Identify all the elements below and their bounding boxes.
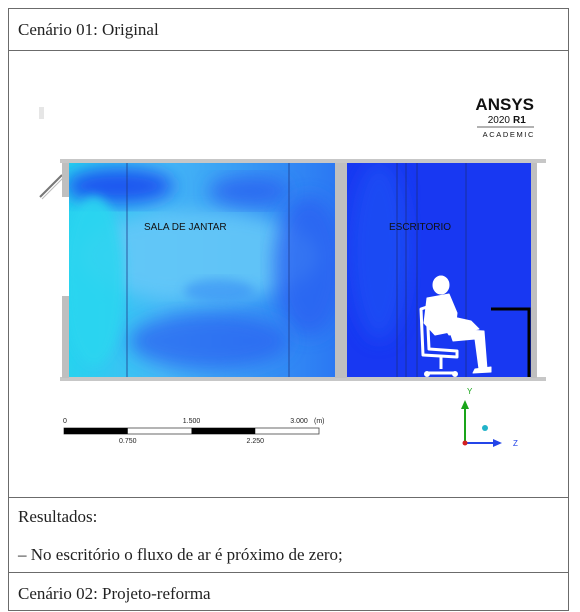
walls bbox=[60, 159, 546, 381]
ansys-version-release: R1 bbox=[513, 115, 526, 126]
scale-tick-2250: 2.250 bbox=[246, 438, 264, 445]
scale-tick-0: 0 bbox=[63, 418, 67, 425]
image-artifact bbox=[39, 107, 44, 119]
document-table: Cenário 01: Original ANSYS 2020 R bbox=[8, 8, 569, 611]
scenario-2-header: Cenário 02: Projeto-reforma bbox=[9, 573, 568, 611]
room-label-office: ESCRITORIO bbox=[389, 222, 451, 233]
scenario-1-title: Cenário 01: Original bbox=[18, 20, 159, 39]
scenario-1-header: Cenário 01: Original bbox=[9, 9, 568, 51]
scale-unit: (m) bbox=[314, 418, 325, 425]
ansys-version-year: 2020 bbox=[488, 115, 511, 126]
door-swing bbox=[39, 174, 63, 198]
scenario-2-title: Cenário 02: Projeto-reforma bbox=[18, 584, 211, 603]
scale-tick-0750: 0.750 bbox=[119, 438, 137, 445]
axis-label-z: Z bbox=[513, 439, 518, 448]
scale-tick-3000: 3.000 bbox=[290, 418, 308, 425]
cfd-velocity-contour: ANSYS 2020 R1 ACADEMIC bbox=[39, 95, 546, 448]
axis-triad: Y Z bbox=[461, 387, 518, 448]
room-label-dining: SALA DE JANTAR bbox=[144, 222, 227, 233]
dining-room-contour: SALA DE JANTAR bbox=[69, 163, 335, 378]
results-item-1: – No escritório o fluxo de ar é próximo … bbox=[18, 545, 343, 564]
results-heading: Resultados: bbox=[18, 507, 98, 526]
scale-bar: 0 1.500 3.000 (m) 0.750 2.250 bbox=[63, 418, 325, 445]
results-heading-row: Resultados: bbox=[9, 498, 568, 534]
ansys-logo: ANSYS 2020 R1 ACADEMIC bbox=[475, 95, 535, 139]
ansys-edition: ACADEMIC bbox=[483, 130, 535, 139]
results-item-row: – No escritório o fluxo de ar é próximo … bbox=[9, 534, 568, 573]
seated-person-icon bbox=[419, 275, 492, 377]
desk-outline bbox=[491, 307, 531, 378]
simulation-figure-cell: ANSYS 2020 R1 ACADEMIC bbox=[9, 51, 568, 498]
office-room-contour: ESCRITORIO bbox=[347, 163, 531, 378]
scale-tick-1500: 1.500 bbox=[183, 418, 201, 425]
axis-label-y: Y bbox=[467, 387, 473, 396]
ansys-brand: ANSYS bbox=[475, 95, 534, 114]
